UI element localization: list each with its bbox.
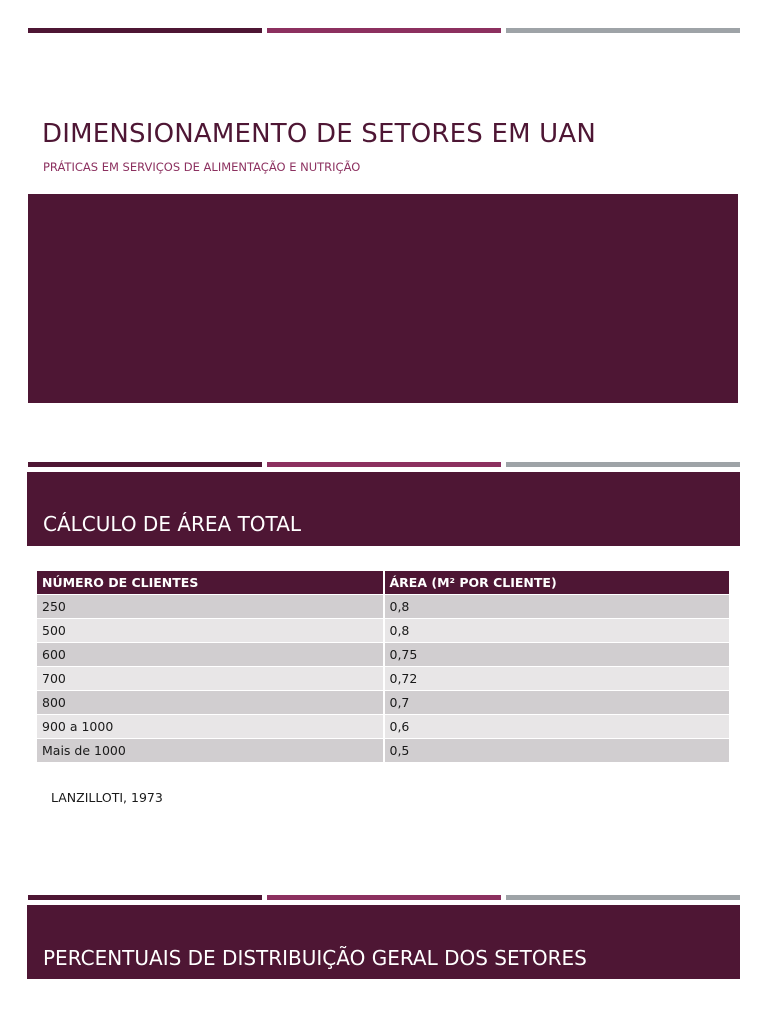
stripe-accent [267, 462, 501, 467]
slide-subtitle: PRÁTICAS EM SERVIÇOS DE ALIMENTAÇÃO E NU… [43, 160, 361, 174]
column-header: ÁREA (M² POR CLIENTE) [383, 571, 731, 595]
stripe-accent [267, 28, 501, 33]
table-row: 600 0,75 [37, 642, 731, 667]
table-row: 500 0,8 [37, 618, 731, 643]
table-cell: Mais de 1000 [37, 738, 385, 763]
section-title: CÁLCULO DE ÁREA TOTAL [43, 512, 302, 536]
source-citation: LANZILLOTI, 1973 [51, 790, 163, 805]
table-cell: 800 [37, 690, 385, 715]
table-header-row: NÚMERO DE CLIENTES ÁREA (M² POR CLIENTE) [37, 571, 731, 595]
table-row: 900 a 1000 0,6 [37, 714, 731, 739]
table-cell: 0,7 [383, 690, 731, 715]
table-cell: 0,75 [383, 642, 731, 667]
decorative-stripes [28, 462, 740, 467]
table-cell: 500 [37, 618, 385, 643]
section-title: PERCENTUAIS DE DISTRIBUIÇÃO GERAL DOS SE… [43, 946, 587, 970]
decorative-stripes [28, 28, 740, 33]
table-cell: 600 [37, 642, 385, 667]
stripe-accent [267, 895, 501, 900]
table-cell: 0,5 [383, 738, 731, 763]
table-cell: 0,72 [383, 666, 731, 691]
table-cell: 700 [37, 666, 385, 691]
table-row: 250 0,8 [37, 594, 731, 619]
stripe-dark [28, 462, 262, 467]
stripe-gray [506, 895, 740, 900]
table-row: Mais de 1000 0,5 [37, 738, 731, 763]
table-cell: 0,8 [383, 618, 731, 643]
stripe-gray [506, 462, 740, 467]
area-table: NÚMERO DE CLIENTES ÁREA (M² POR CLIENTE)… [37, 571, 731, 763]
stripe-dark [28, 895, 262, 900]
color-block [28, 194, 738, 403]
table-cell: 250 [37, 594, 385, 619]
decorative-stripes [28, 895, 740, 900]
table-row: 800 0,7 [37, 690, 731, 715]
column-header: NÚMERO DE CLIENTES [37, 571, 385, 595]
stripe-gray [506, 28, 740, 33]
table-cell: 900 a 1000 [37, 714, 385, 739]
section-header-band: PERCENTUAIS DE DISTRIBUIÇÃO GERAL DOS SE… [27, 905, 740, 979]
table-cell: 0,8 [383, 594, 731, 619]
stripe-dark [28, 28, 262, 33]
table-row: 700 0,72 [37, 666, 731, 691]
slide-title: DIMENSIONAMENTO DE SETORES EM UAN [42, 119, 597, 149]
section-header-band: CÁLCULO DE ÁREA TOTAL [27, 472, 740, 546]
table-cell: 0,6 [383, 714, 731, 739]
